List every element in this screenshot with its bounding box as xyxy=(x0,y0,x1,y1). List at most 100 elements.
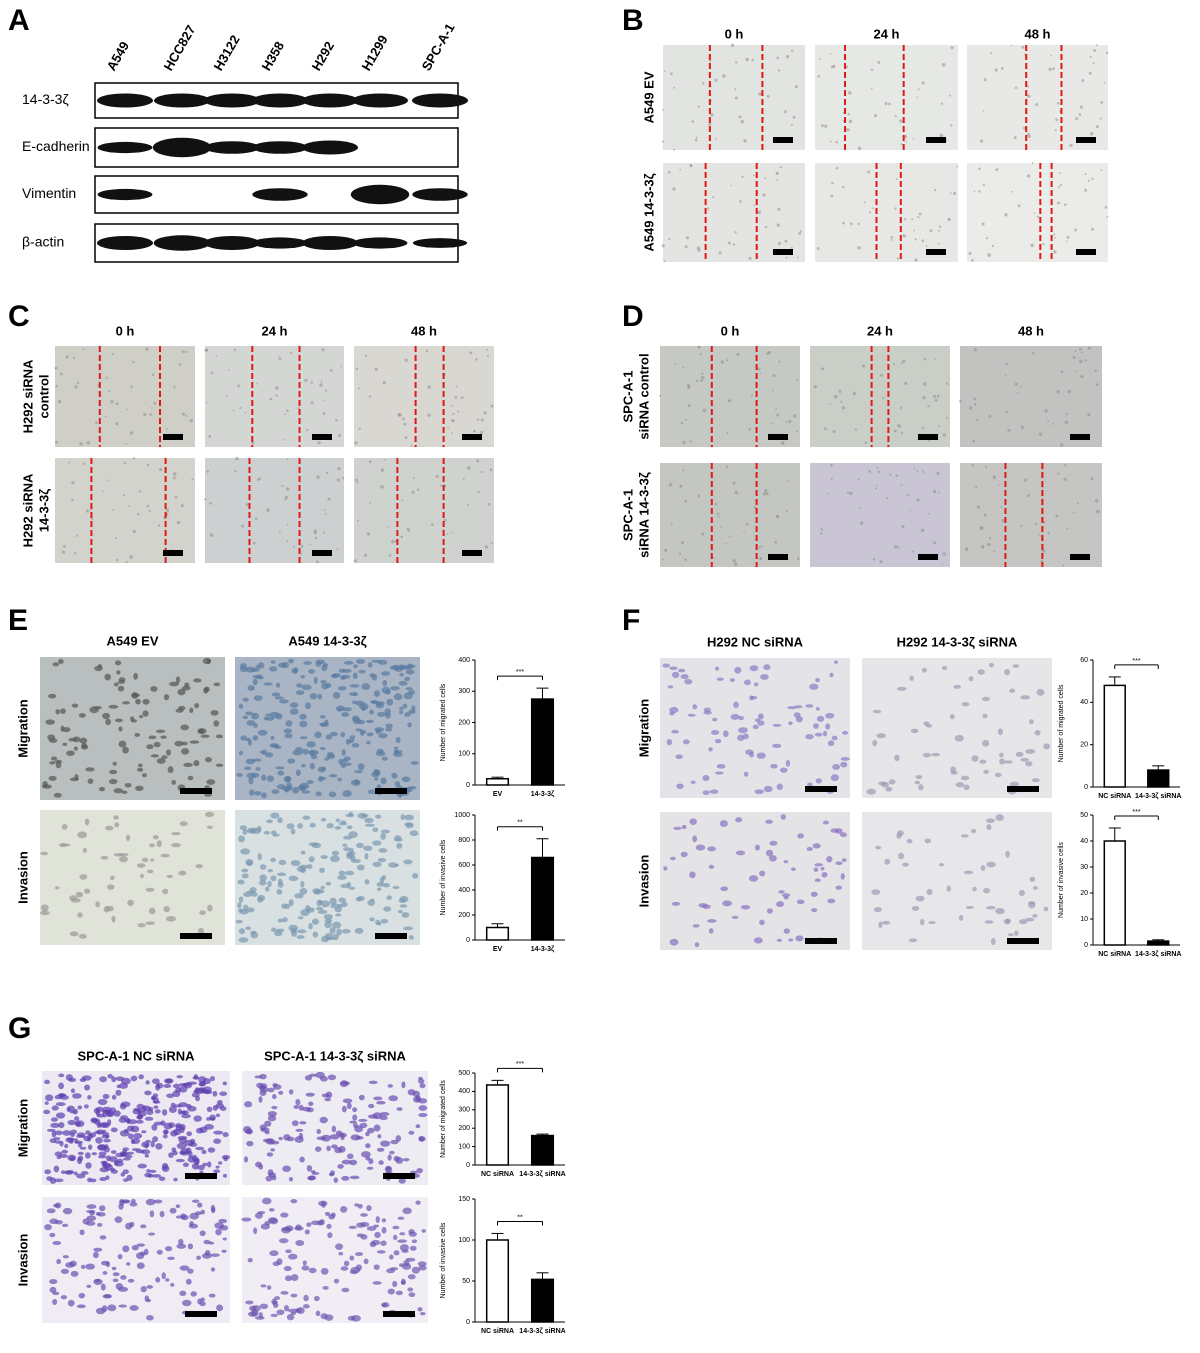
cell xyxy=(319,867,325,873)
cell xyxy=(118,1117,127,1123)
cell xyxy=(949,714,955,720)
cell xyxy=(40,904,49,912)
cell xyxy=(325,734,333,740)
y-tick-label: 0 xyxy=(466,1162,470,1169)
cell xyxy=(313,530,318,535)
cell xyxy=(726,359,729,362)
cell xyxy=(402,1207,412,1215)
cell xyxy=(403,692,413,700)
scale-bar xyxy=(805,938,837,944)
cell xyxy=(395,1290,403,1296)
cell xyxy=(343,847,351,852)
cell xyxy=(146,1315,154,1321)
cell xyxy=(934,189,937,192)
cell xyxy=(888,102,891,106)
cell xyxy=(776,223,780,227)
cell xyxy=(288,1177,294,1182)
cell xyxy=(363,1258,369,1265)
cell xyxy=(60,1170,66,1175)
cell xyxy=(85,767,95,772)
cell xyxy=(411,705,416,712)
time-label: 48 h xyxy=(411,323,437,338)
band xyxy=(412,238,468,248)
cell xyxy=(373,1096,383,1101)
cell xyxy=(1104,205,1108,209)
cell xyxy=(245,737,251,742)
cell xyxy=(1018,889,1025,897)
cell xyxy=(408,1292,416,1298)
cell xyxy=(898,424,902,428)
cell xyxy=(317,441,321,445)
cell xyxy=(75,1121,82,1126)
cell xyxy=(813,867,819,872)
cell xyxy=(152,1093,159,1098)
cell xyxy=(102,1271,108,1275)
cell xyxy=(136,1119,144,1124)
cell xyxy=(859,507,862,510)
y-tick-label: 100 xyxy=(458,1237,470,1244)
cell xyxy=(662,108,665,111)
cell xyxy=(100,855,109,860)
cell xyxy=(93,1278,103,1286)
cell xyxy=(684,558,687,562)
cell xyxy=(1035,103,1039,107)
cell xyxy=(999,758,1005,765)
cell xyxy=(387,1288,395,1295)
cell xyxy=(110,1169,118,1174)
cell xyxy=(150,754,160,758)
cell xyxy=(259,1303,269,1309)
cell xyxy=(136,1262,145,1270)
cell xyxy=(341,712,350,717)
cell xyxy=(830,828,839,833)
cell xyxy=(1024,917,1035,922)
cell xyxy=(1032,913,1038,918)
cell xyxy=(377,887,382,891)
cell xyxy=(312,931,319,938)
cell xyxy=(173,386,176,389)
cell xyxy=(397,1216,405,1220)
cell xyxy=(457,410,460,413)
cell xyxy=(126,1125,135,1132)
cell xyxy=(346,1102,352,1110)
cell xyxy=(928,512,930,515)
cell xyxy=(89,1210,95,1216)
cell xyxy=(805,734,814,740)
cell xyxy=(139,873,145,879)
cell xyxy=(78,713,86,718)
cell xyxy=(175,708,184,713)
cell xyxy=(136,863,146,868)
cell xyxy=(222,1132,229,1138)
cell xyxy=(264,886,270,892)
cell xyxy=(401,499,404,502)
cell xyxy=(895,474,899,477)
cell xyxy=(115,1076,125,1082)
cell xyxy=(54,1151,63,1157)
scale-bar xyxy=(918,434,938,440)
cell xyxy=(342,1098,353,1104)
cell xyxy=(338,1252,344,1256)
cell xyxy=(376,711,386,717)
cell xyxy=(734,96,738,100)
cell xyxy=(156,758,166,764)
cell xyxy=(371,659,382,663)
cell xyxy=(232,409,235,412)
cell xyxy=(70,1088,76,1094)
cell xyxy=(667,170,671,174)
cell xyxy=(356,842,364,849)
cell xyxy=(771,743,782,748)
cell xyxy=(338,870,346,876)
cell xyxy=(680,421,684,425)
cell xyxy=(127,899,134,907)
cell xyxy=(664,548,668,552)
cell xyxy=(681,824,687,830)
cell xyxy=(893,544,898,549)
cell xyxy=(733,701,739,709)
cell xyxy=(994,68,998,72)
cell xyxy=(95,901,100,908)
cell xyxy=(329,897,337,905)
cell xyxy=(1100,101,1104,104)
cell xyxy=(982,183,986,187)
cell xyxy=(218,1161,223,1165)
cell xyxy=(240,735,248,741)
cell xyxy=(796,378,799,381)
